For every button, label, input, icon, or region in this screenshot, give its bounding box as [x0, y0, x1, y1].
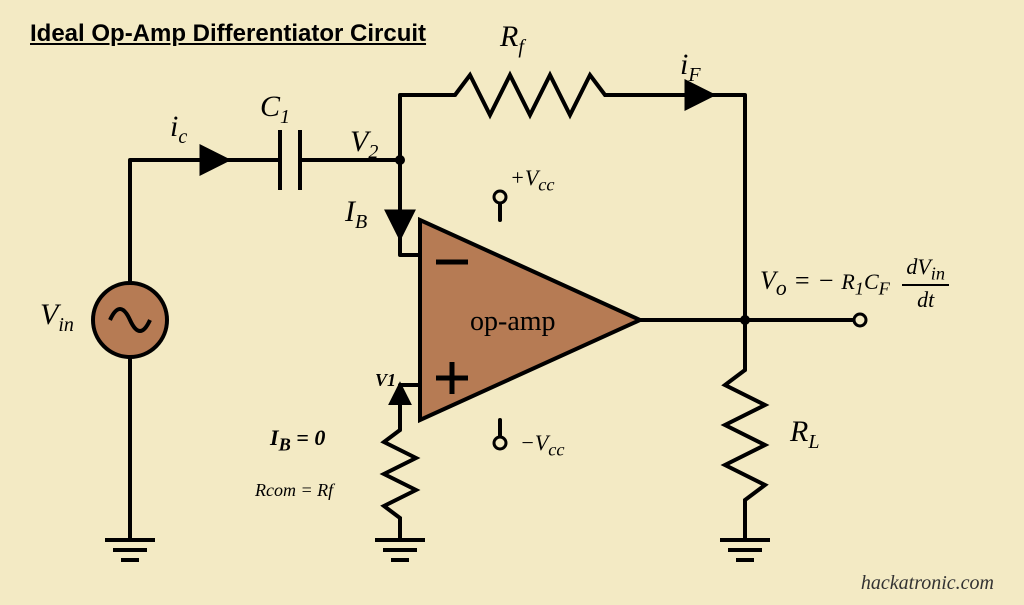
ac-source-icon	[93, 283, 167, 357]
label-v2: V2	[350, 125, 378, 164]
formula-coef: R1CF	[841, 269, 890, 294]
label-c1: C1	[260, 90, 290, 129]
vcc-pos-terminal	[494, 191, 506, 203]
vcc-neg-terminal	[494, 437, 506, 449]
label-ic: ic	[170, 110, 187, 149]
label-nvcc: −Vcc	[520, 430, 565, 460]
label-rf: Rf	[500, 20, 524, 59]
diagram-title: Ideal Op-Amp Differentiator Circuit	[30, 20, 426, 48]
resistor-rcom-icon	[384, 430, 416, 520]
watermark: hackatronic.com	[861, 572, 994, 595]
opamp-icon: op-amp	[420, 220, 640, 420]
output-formula: Vo = − R1CF dVin dt	[760, 255, 949, 312]
label-ib: IB	[345, 195, 367, 234]
output-terminal	[854, 314, 866, 326]
label-rl: RL	[790, 415, 819, 454]
opamp-label: op-amp	[470, 306, 556, 337]
label-vin: Vin	[40, 298, 74, 337]
ground-icon	[105, 540, 770, 560]
label-ib0: IB = 0	[270, 425, 325, 455]
formula-numerator: dVin	[902, 255, 949, 286]
formula-lhs: Vo = −	[760, 266, 835, 295]
label-rcom: Rcom = Rf	[255, 480, 333, 501]
label-if: iF	[680, 48, 701, 87]
resistor-rf-icon	[455, 75, 615, 115]
capacitor-icon	[248, 130, 330, 190]
resistor-rl-icon	[725, 370, 765, 510]
formula-denominator: dt	[902, 286, 949, 312]
label-v1: V1	[375, 370, 396, 391]
label-pvcc: +Vcc	[510, 165, 555, 195]
